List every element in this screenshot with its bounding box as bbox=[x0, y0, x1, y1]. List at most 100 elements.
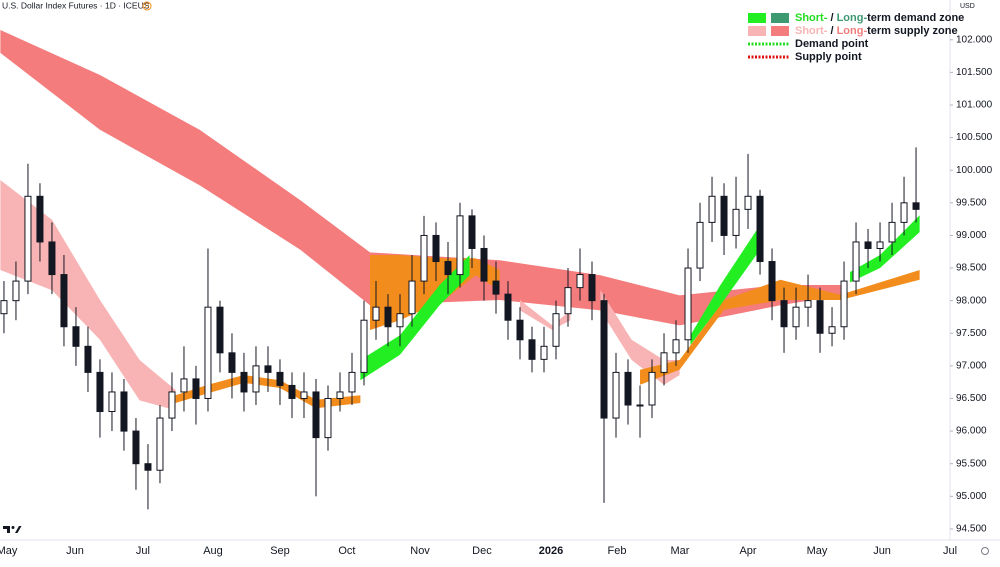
candle-body bbox=[804, 300, 812, 308]
x-tick-label: Jul bbox=[136, 545, 150, 557]
candle-body bbox=[912, 202, 920, 210]
candle-body bbox=[300, 391, 308, 399]
legend-part: Short- bbox=[795, 25, 828, 37]
candle-body bbox=[24, 195, 32, 282]
zone bbox=[690, 225, 761, 345]
candle-body bbox=[36, 195, 44, 243]
logo bbox=[3, 526, 22, 533]
y-tick-label: 98.000 bbox=[956, 295, 987, 306]
y-tick-label: 100.500 bbox=[956, 132, 993, 143]
zone bbox=[850, 215, 920, 283]
y-tick-label: 101.000 bbox=[956, 100, 993, 111]
candle-body bbox=[288, 384, 296, 399]
x-tick-label: 2026 bbox=[539, 545, 563, 557]
candle-body bbox=[540, 345, 548, 360]
candle-body bbox=[108, 391, 116, 413]
candle-body bbox=[396, 313, 404, 328]
candle-body bbox=[720, 195, 728, 236]
candle-body bbox=[312, 391, 320, 439]
candle-body bbox=[168, 391, 176, 419]
candle-body bbox=[0, 300, 8, 315]
legend-text: Demand point bbox=[795, 38, 869, 50]
x-tick-label: Sep bbox=[270, 545, 290, 557]
candle-body bbox=[336, 391, 344, 399]
chart-title: U.S. Dollar Index Futures · 1D · ICEUS bbox=[2, 0, 150, 10]
candle-body bbox=[600, 300, 608, 419]
candle-body bbox=[636, 404, 644, 407]
candle-body bbox=[852, 241, 860, 282]
badge: D bbox=[145, 4, 150, 10]
y-tick-label: 99.500 bbox=[956, 197, 987, 208]
candle-body bbox=[420, 234, 428, 282]
x-tick-label: May bbox=[0, 545, 18, 557]
legend-swatch bbox=[748, 26, 766, 36]
candle-body bbox=[372, 306, 380, 321]
candle-body bbox=[156, 417, 164, 471]
candle-body bbox=[456, 215, 464, 276]
candle-body bbox=[60, 274, 68, 328]
x-tick-label: Oct bbox=[338, 545, 355, 557]
candle-body bbox=[648, 371, 656, 406]
currency: USD bbox=[960, 3, 975, 10]
candle-body bbox=[384, 306, 392, 328]
candle-body bbox=[480, 247, 488, 282]
settings-icon[interactable] bbox=[981, 547, 989, 555]
y-tick-label: 98.500 bbox=[956, 263, 987, 274]
candle-body bbox=[780, 300, 788, 328]
candle-body bbox=[696, 221, 704, 269]
candle-body bbox=[516, 319, 524, 341]
legend-text: Short- / Long-term demand zone bbox=[795, 12, 964, 24]
candle-body bbox=[72, 326, 80, 347]
y-tick-label: 100.000 bbox=[956, 165, 993, 176]
y-tick-label: 102.000 bbox=[956, 34, 993, 45]
candle-body bbox=[180, 378, 188, 393]
candle-body bbox=[252, 365, 260, 393]
candle-body bbox=[792, 306, 800, 328]
y-tick-label: 101.500 bbox=[956, 67, 993, 78]
candle-body bbox=[228, 352, 236, 373]
candle-body bbox=[576, 274, 584, 289]
candle-body bbox=[756, 195, 764, 263]
legend-swatch bbox=[748, 13, 766, 23]
candle-body bbox=[444, 261, 452, 276]
y-tick-label: 97.500 bbox=[956, 328, 987, 339]
candle-body bbox=[360, 319, 368, 373]
legend-part: Demand point bbox=[795, 38, 869, 50]
legend-part: Long- bbox=[837, 12, 868, 24]
x-tick-label: May bbox=[807, 545, 828, 557]
candle-body bbox=[48, 241, 56, 276]
candle-body bbox=[120, 391, 128, 432]
candle-body bbox=[528, 339, 536, 360]
candle-body bbox=[816, 300, 824, 334]
candle-body bbox=[888, 221, 896, 243]
candle-body bbox=[624, 371, 632, 406]
x-tick-label: Feb bbox=[607, 545, 626, 557]
badge-ring bbox=[142, 1, 152, 11]
y-tick-label: 99.000 bbox=[956, 230, 987, 241]
candle-body bbox=[708, 195, 716, 223]
zone bbox=[360, 255, 470, 381]
legend-part: Short- bbox=[795, 12, 828, 24]
candle-body bbox=[216, 306, 224, 354]
candle-body bbox=[144, 463, 152, 471]
candle-body bbox=[900, 202, 908, 223]
zones bbox=[0, 30, 920, 411]
candle-body bbox=[588, 274, 596, 302]
candle-body bbox=[264, 365, 272, 373]
candle-body bbox=[660, 352, 668, 373]
candle-body bbox=[732, 208, 740, 236]
x-tick-label: Mar bbox=[671, 545, 690, 557]
legend-part: term supply zone bbox=[867, 25, 957, 37]
y-tick-label: 96.000 bbox=[956, 426, 987, 437]
legend-part: Long- bbox=[837, 25, 868, 37]
candle-body bbox=[432, 234, 440, 263]
candle-body bbox=[840, 280, 848, 328]
candle-body bbox=[324, 397, 332, 439]
legend-part: / bbox=[827, 12, 836, 24]
candle-body bbox=[864, 241, 872, 249]
candle-body bbox=[672, 339, 680, 354]
candle-body bbox=[276, 371, 284, 386]
